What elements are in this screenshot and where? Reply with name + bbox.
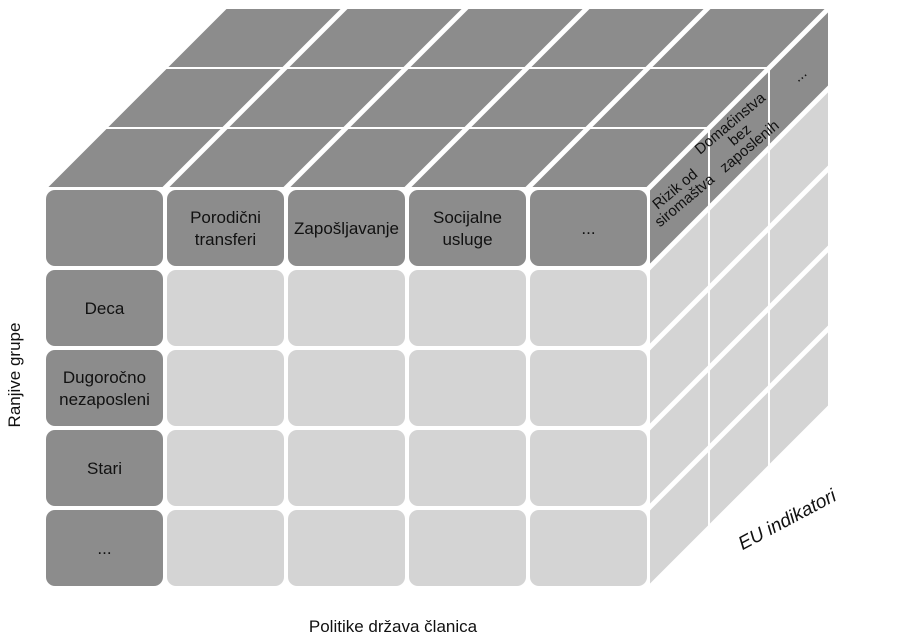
data-cell xyxy=(288,350,405,426)
column-label-line: ... xyxy=(581,219,595,238)
column-header-cell xyxy=(530,190,647,266)
top-cell xyxy=(408,127,587,189)
row-label: Dugoročno nezaposleni xyxy=(59,368,150,409)
data-cell xyxy=(409,270,526,346)
data-cell xyxy=(530,270,647,346)
column-label: ... xyxy=(581,219,595,238)
row-label-line: Dugoročno xyxy=(63,368,146,387)
column-header-cell xyxy=(288,190,405,266)
row-label-line: nezaposleni xyxy=(59,390,150,409)
column-label-line: Porodični xyxy=(190,208,261,227)
data-cell xyxy=(409,430,526,506)
corner-cell xyxy=(46,190,163,266)
row-label: Stari xyxy=(87,459,122,478)
data-cell xyxy=(530,510,647,586)
columns-axis-label: Politike država članica xyxy=(309,617,478,636)
row-label-line: ... xyxy=(97,539,111,558)
data-cell xyxy=(288,510,405,586)
top-cell xyxy=(529,127,708,189)
side-cell xyxy=(768,87,830,229)
data-cell xyxy=(167,350,284,426)
row-header-cell xyxy=(46,350,163,426)
row-label-line: Stari xyxy=(87,459,122,478)
data-cell xyxy=(530,350,647,426)
column-label: Zapošljavanje xyxy=(294,219,399,238)
row-label: Deca xyxy=(85,299,125,318)
side-cell xyxy=(768,167,830,309)
depth-axis-label: EU indikatori xyxy=(735,485,841,554)
cube-front-face: Porodični transferi Zapošljavanje Socijalne… xyxy=(46,190,647,586)
rows-axis-label: Ranjive grupe xyxy=(5,323,24,428)
column-label: Porodični transferi xyxy=(190,208,261,249)
data-cell xyxy=(409,510,526,586)
row-label-line: Deca xyxy=(85,299,125,318)
cube-top-face xyxy=(45,7,828,189)
row-header-cell xyxy=(46,270,163,346)
column-label-line: Socijalne xyxy=(433,208,502,227)
column-header-cell xyxy=(167,190,284,266)
data-cell xyxy=(167,510,284,586)
top-cell xyxy=(45,127,224,189)
column-header-cell xyxy=(409,190,526,266)
row-header-cell xyxy=(46,510,163,586)
column-label-line: usluge xyxy=(442,230,492,249)
data-cell xyxy=(288,270,405,346)
data-cell xyxy=(167,430,284,506)
column-label-line: transferi xyxy=(195,230,256,249)
column-label: Socijalne usluge xyxy=(433,208,502,249)
side-cell xyxy=(768,247,830,389)
column-label-line: Zapošljavanje xyxy=(294,219,399,238)
top-cell xyxy=(166,127,345,189)
row-header-cell xyxy=(46,430,163,506)
data-cell xyxy=(167,270,284,346)
data-cell xyxy=(530,430,647,506)
data-cell xyxy=(409,350,526,426)
top-cell xyxy=(287,127,466,189)
data-cell xyxy=(288,430,405,506)
depth-header-cell xyxy=(768,7,830,149)
side-cell xyxy=(768,327,830,469)
row-label: ... xyxy=(97,539,111,558)
